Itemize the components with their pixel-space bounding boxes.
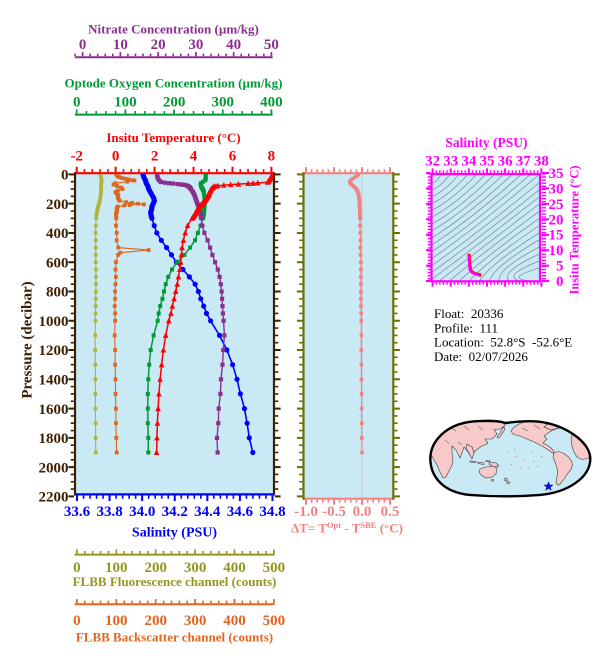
svg-text:34.0: 34.0 bbox=[129, 504, 155, 520]
svg-text:Nitrate Concentration (µm/kg): Nitrate Concentration (µm/kg) bbox=[88, 22, 259, 37]
svg-text:Optode Oxygen Concentration (µ: Optode Oxygen Concentration (µm/kg) bbox=[64, 76, 282, 91]
svg-text:0.0: 0.0 bbox=[353, 504, 372, 520]
svg-text:0: 0 bbox=[73, 560, 81, 576]
svg-text:-0.5: -0.5 bbox=[322, 504, 346, 520]
svg-text:0.5: 0.5 bbox=[381, 504, 400, 520]
svg-text:Location: 52.8°S -52.6°E: Location: 52.8°S -52.6°E bbox=[434, 335, 572, 350]
svg-text:100: 100 bbox=[114, 95, 137, 111]
svg-text:400: 400 bbox=[223, 613, 246, 629]
svg-text:1200: 1200 bbox=[39, 343, 69, 359]
svg-text:1800: 1800 bbox=[39, 431, 69, 447]
svg-text:500: 500 bbox=[263, 613, 286, 629]
svg-text:10: 10 bbox=[549, 243, 564, 259]
svg-text:Salinity (PSU): Salinity (PSU) bbox=[445, 135, 527, 150]
svg-text:30: 30 bbox=[549, 181, 564, 197]
svg-text:34.6: 34.6 bbox=[227, 504, 254, 520]
svg-text:34.2: 34.2 bbox=[162, 504, 188, 520]
svg-text:100: 100 bbox=[105, 613, 128, 629]
svg-text:-2: -2 bbox=[70, 149, 83, 165]
svg-text:2000: 2000 bbox=[39, 460, 69, 476]
svg-text:33.8: 33.8 bbox=[96, 504, 122, 520]
svg-text:1600: 1600 bbox=[39, 402, 69, 418]
svg-text:400: 400 bbox=[260, 95, 283, 111]
svg-text:0: 0 bbox=[556, 274, 564, 290]
svg-text:100: 100 bbox=[105, 560, 128, 576]
svg-text:200: 200 bbox=[144, 613, 167, 629]
svg-text:0: 0 bbox=[61, 168, 69, 184]
svg-text:25: 25 bbox=[549, 197, 564, 213]
svg-text:200: 200 bbox=[163, 95, 186, 111]
svg-text:10: 10 bbox=[113, 37, 128, 53]
svg-text:-1.0: -1.0 bbox=[294, 504, 318, 520]
svg-text:Insitu Temperature (°C): Insitu Temperature (°C) bbox=[106, 130, 240, 145]
svg-text:20: 20 bbox=[151, 37, 166, 53]
svg-text:ΔT= TOpt - TSBE (°C): ΔT= TOpt - TSBE (°C) bbox=[291, 520, 403, 536]
svg-text:34: 34 bbox=[461, 154, 477, 170]
svg-text:Date: 02/07/2026: Date: 02/07/2026 bbox=[434, 349, 528, 364]
svg-text:200: 200 bbox=[46, 197, 69, 213]
svg-text:4: 4 bbox=[190, 149, 198, 165]
svg-text:50: 50 bbox=[264, 37, 279, 53]
svg-text:2200: 2200 bbox=[39, 490, 69, 506]
svg-text:38: 38 bbox=[534, 154, 549, 170]
svg-text:Profile: 111: Profile: 111 bbox=[434, 320, 498, 335]
svg-text:33.6: 33.6 bbox=[64, 504, 91, 520]
svg-text:Insitu Temperature (°C): Insitu Temperature (°C) bbox=[568, 165, 582, 294]
svg-text:300: 300 bbox=[184, 560, 207, 576]
svg-text:Salinity (PSU): Salinity (PSU) bbox=[132, 526, 218, 541]
svg-text:FLBB Fluorescence channel (cou: FLBB Fluorescence channel (counts) bbox=[73, 574, 277, 589]
svg-text:500: 500 bbox=[263, 560, 286, 576]
svg-text:800: 800 bbox=[46, 285, 69, 301]
svg-text:33: 33 bbox=[443, 154, 458, 170]
svg-text:1000: 1000 bbox=[39, 314, 69, 330]
svg-text:15: 15 bbox=[549, 228, 564, 244]
svg-text:400: 400 bbox=[223, 560, 246, 576]
svg-text:5: 5 bbox=[556, 259, 564, 275]
svg-text:0: 0 bbox=[79, 37, 87, 53]
svg-text:Pressure (decibar): Pressure (decibar) bbox=[20, 281, 36, 398]
svg-text:300: 300 bbox=[211, 95, 234, 111]
svg-text:35: 35 bbox=[549, 166, 564, 182]
svg-text:6: 6 bbox=[229, 149, 237, 165]
svg-text:20: 20 bbox=[549, 212, 564, 228]
svg-text:0: 0 bbox=[73, 95, 81, 111]
svg-text:30: 30 bbox=[188, 37, 203, 53]
svg-text:36: 36 bbox=[498, 154, 514, 170]
svg-text:34.4: 34.4 bbox=[194, 504, 221, 520]
svg-text:Float: 20336: Float: 20336 bbox=[434, 306, 504, 321]
svg-text:400: 400 bbox=[46, 226, 69, 242]
svg-text:FLBB Backscatter channel (coun: FLBB Backscatter channel (counts) bbox=[76, 630, 273, 645]
svg-text:37: 37 bbox=[516, 154, 532, 170]
svg-text:300: 300 bbox=[184, 613, 207, 629]
svg-text:34.8: 34.8 bbox=[259, 504, 285, 520]
svg-text:0: 0 bbox=[112, 149, 120, 165]
svg-text:1400: 1400 bbox=[39, 373, 69, 389]
svg-text:2: 2 bbox=[151, 149, 159, 165]
svg-text:40: 40 bbox=[226, 37, 241, 53]
svg-text:200: 200 bbox=[144, 560, 167, 576]
svg-text:8: 8 bbox=[268, 149, 276, 165]
svg-text:600: 600 bbox=[46, 255, 69, 271]
svg-text:0: 0 bbox=[73, 613, 81, 629]
svg-text:35: 35 bbox=[480, 154, 495, 170]
svg-text:32: 32 bbox=[425, 154, 440, 170]
